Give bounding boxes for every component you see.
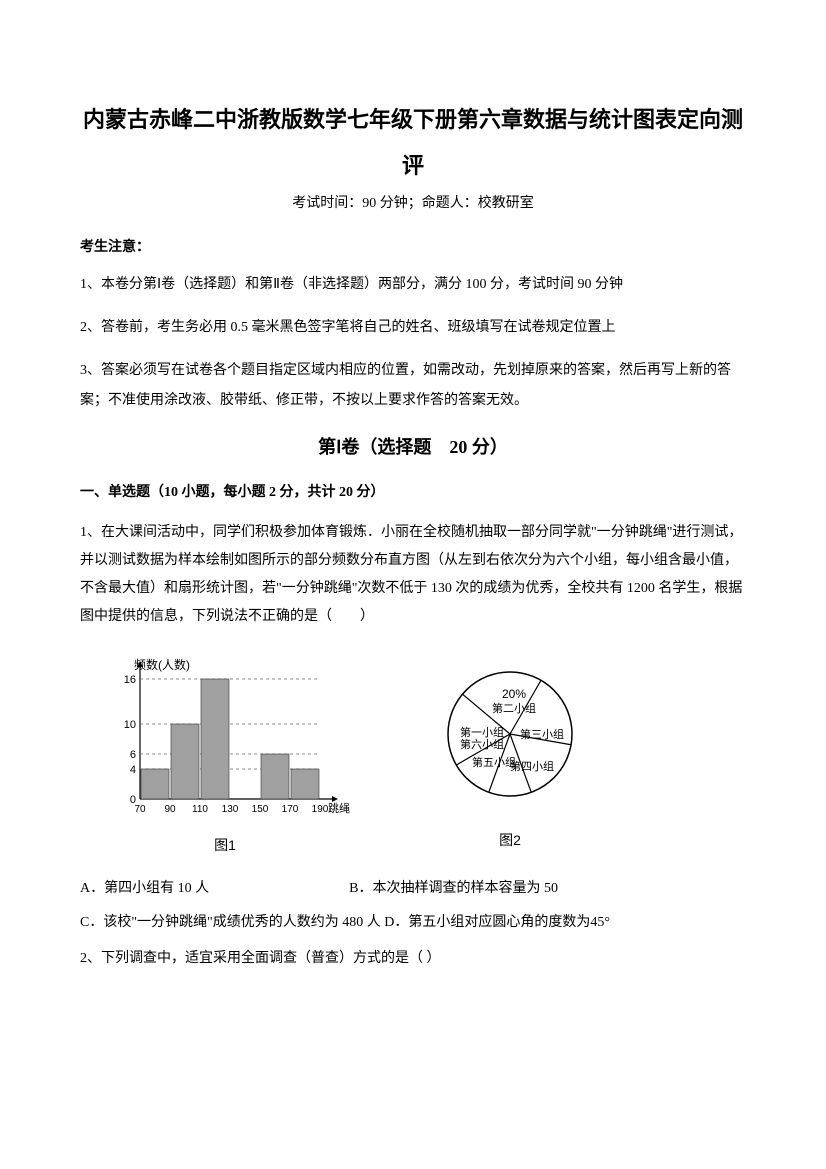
svg-text:110: 110 [192,804,208,815]
svg-text:第三小组: 第三小组 [520,727,564,741]
svg-text:70: 70 [134,804,146,815]
question-group-header: 一、单选题（10 小题，每小题 2 分，共计 20 分） [80,481,746,501]
exam-meta: 考试时间：90 分钟；命题人：校教研室 [80,192,746,212]
histogram-chart: 频数(人数)04610167090110130150170190跳绳(次数) [100,649,350,824]
pie-chart: 20%第二小组第三小组第四小组第五小组 第一小组第六小组 [420,649,600,819]
instruction-2: 2、答卷前，考生务必用 0.5 毫米黑色签字笔将自己的姓名、班级填写在试卷规定位… [80,313,746,342]
svg-text:150: 150 [252,804,269,815]
section-1-header: 第Ⅰ卷（选择题 20 分） [80,433,746,459]
pie-wrapper: 20%第二小组第三小组第四小组第五小组 第一小组第六小组 图2 [420,649,600,850]
pie-caption: 图2 [420,830,600,850]
svg-text:10: 10 [124,719,136,731]
page-title-2: 评 [80,148,746,180]
svg-text:16: 16 [124,674,136,686]
svg-text:第二小组: 第二小组 [492,701,536,715]
svg-text:第一小组: 第一小组 [460,725,504,739]
charts-row: 频数(人数)04610167090110130150170190跳绳(次数) 图… [80,649,746,855]
svg-text:第四小组: 第四小组 [510,759,554,773]
instruction-1: 1、本卷分第Ⅰ卷（选择题）和第Ⅱ卷（非选择题）两部分，满分 100 分，考试时间… [80,270,746,299]
svg-text:90: 90 [164,804,176,815]
q1-options-row-2: C．该校"一分钟跳绳"成绩优秀的人数约为 480 人 D．第五小组对应圆心角的度… [80,911,746,931]
histogram-caption: 图1 [100,835,350,855]
svg-text:190: 190 [312,804,329,815]
svg-text:第六小组: 第六小组 [460,737,504,751]
q1-option-b: B．本次抽样调查的样本容量为 50 [349,877,558,897]
q1-option-a: A．第四小组有 10 人 [80,877,209,897]
svg-text:6: 6 [130,749,136,761]
svg-text:4: 4 [130,764,136,776]
svg-text:第五小组: 第五小组 [472,755,516,769]
svg-text:130: 130 [222,804,239,815]
notice-label: 考生注意： [80,236,746,256]
question-2-text: 2、下列调查中，适宜采用全面调查（普查）方式的是（ ） [80,945,746,973]
question-1-text: 1、在大课间活动中，同学们积极参加体育锻炼．小丽在全校随机抽取一部分同学就"一分… [80,519,746,631]
page-title: 内蒙古赤峰二中浙教版数学七年级下册第六章数据与统计图表定向测 [80,100,746,140]
svg-text:频数(人数): 频数(人数) [134,657,190,672]
q1-options-row-1: A．第四小组有 10 人 B．本次抽样调查的样本容量为 50 [80,877,746,897]
histogram-wrapper: 频数(人数)04610167090110130150170190跳绳(次数) 图… [100,649,350,855]
svg-text:170: 170 [282,804,299,815]
q1-option-cd: C．该校"一分钟跳绳"成绩优秀的人数约为 480 人 D．第五小组对应圆心角的度… [80,915,610,930]
svg-text:跳绳(次数): 跳绳(次数) [328,801,350,815]
svg-text:20%: 20% [502,687,526,701]
instruction-3: 3、答案必须写在试卷各个题目指定区域内相应的位置，如需改动，先划掉原来的答案，然… [80,356,746,415]
